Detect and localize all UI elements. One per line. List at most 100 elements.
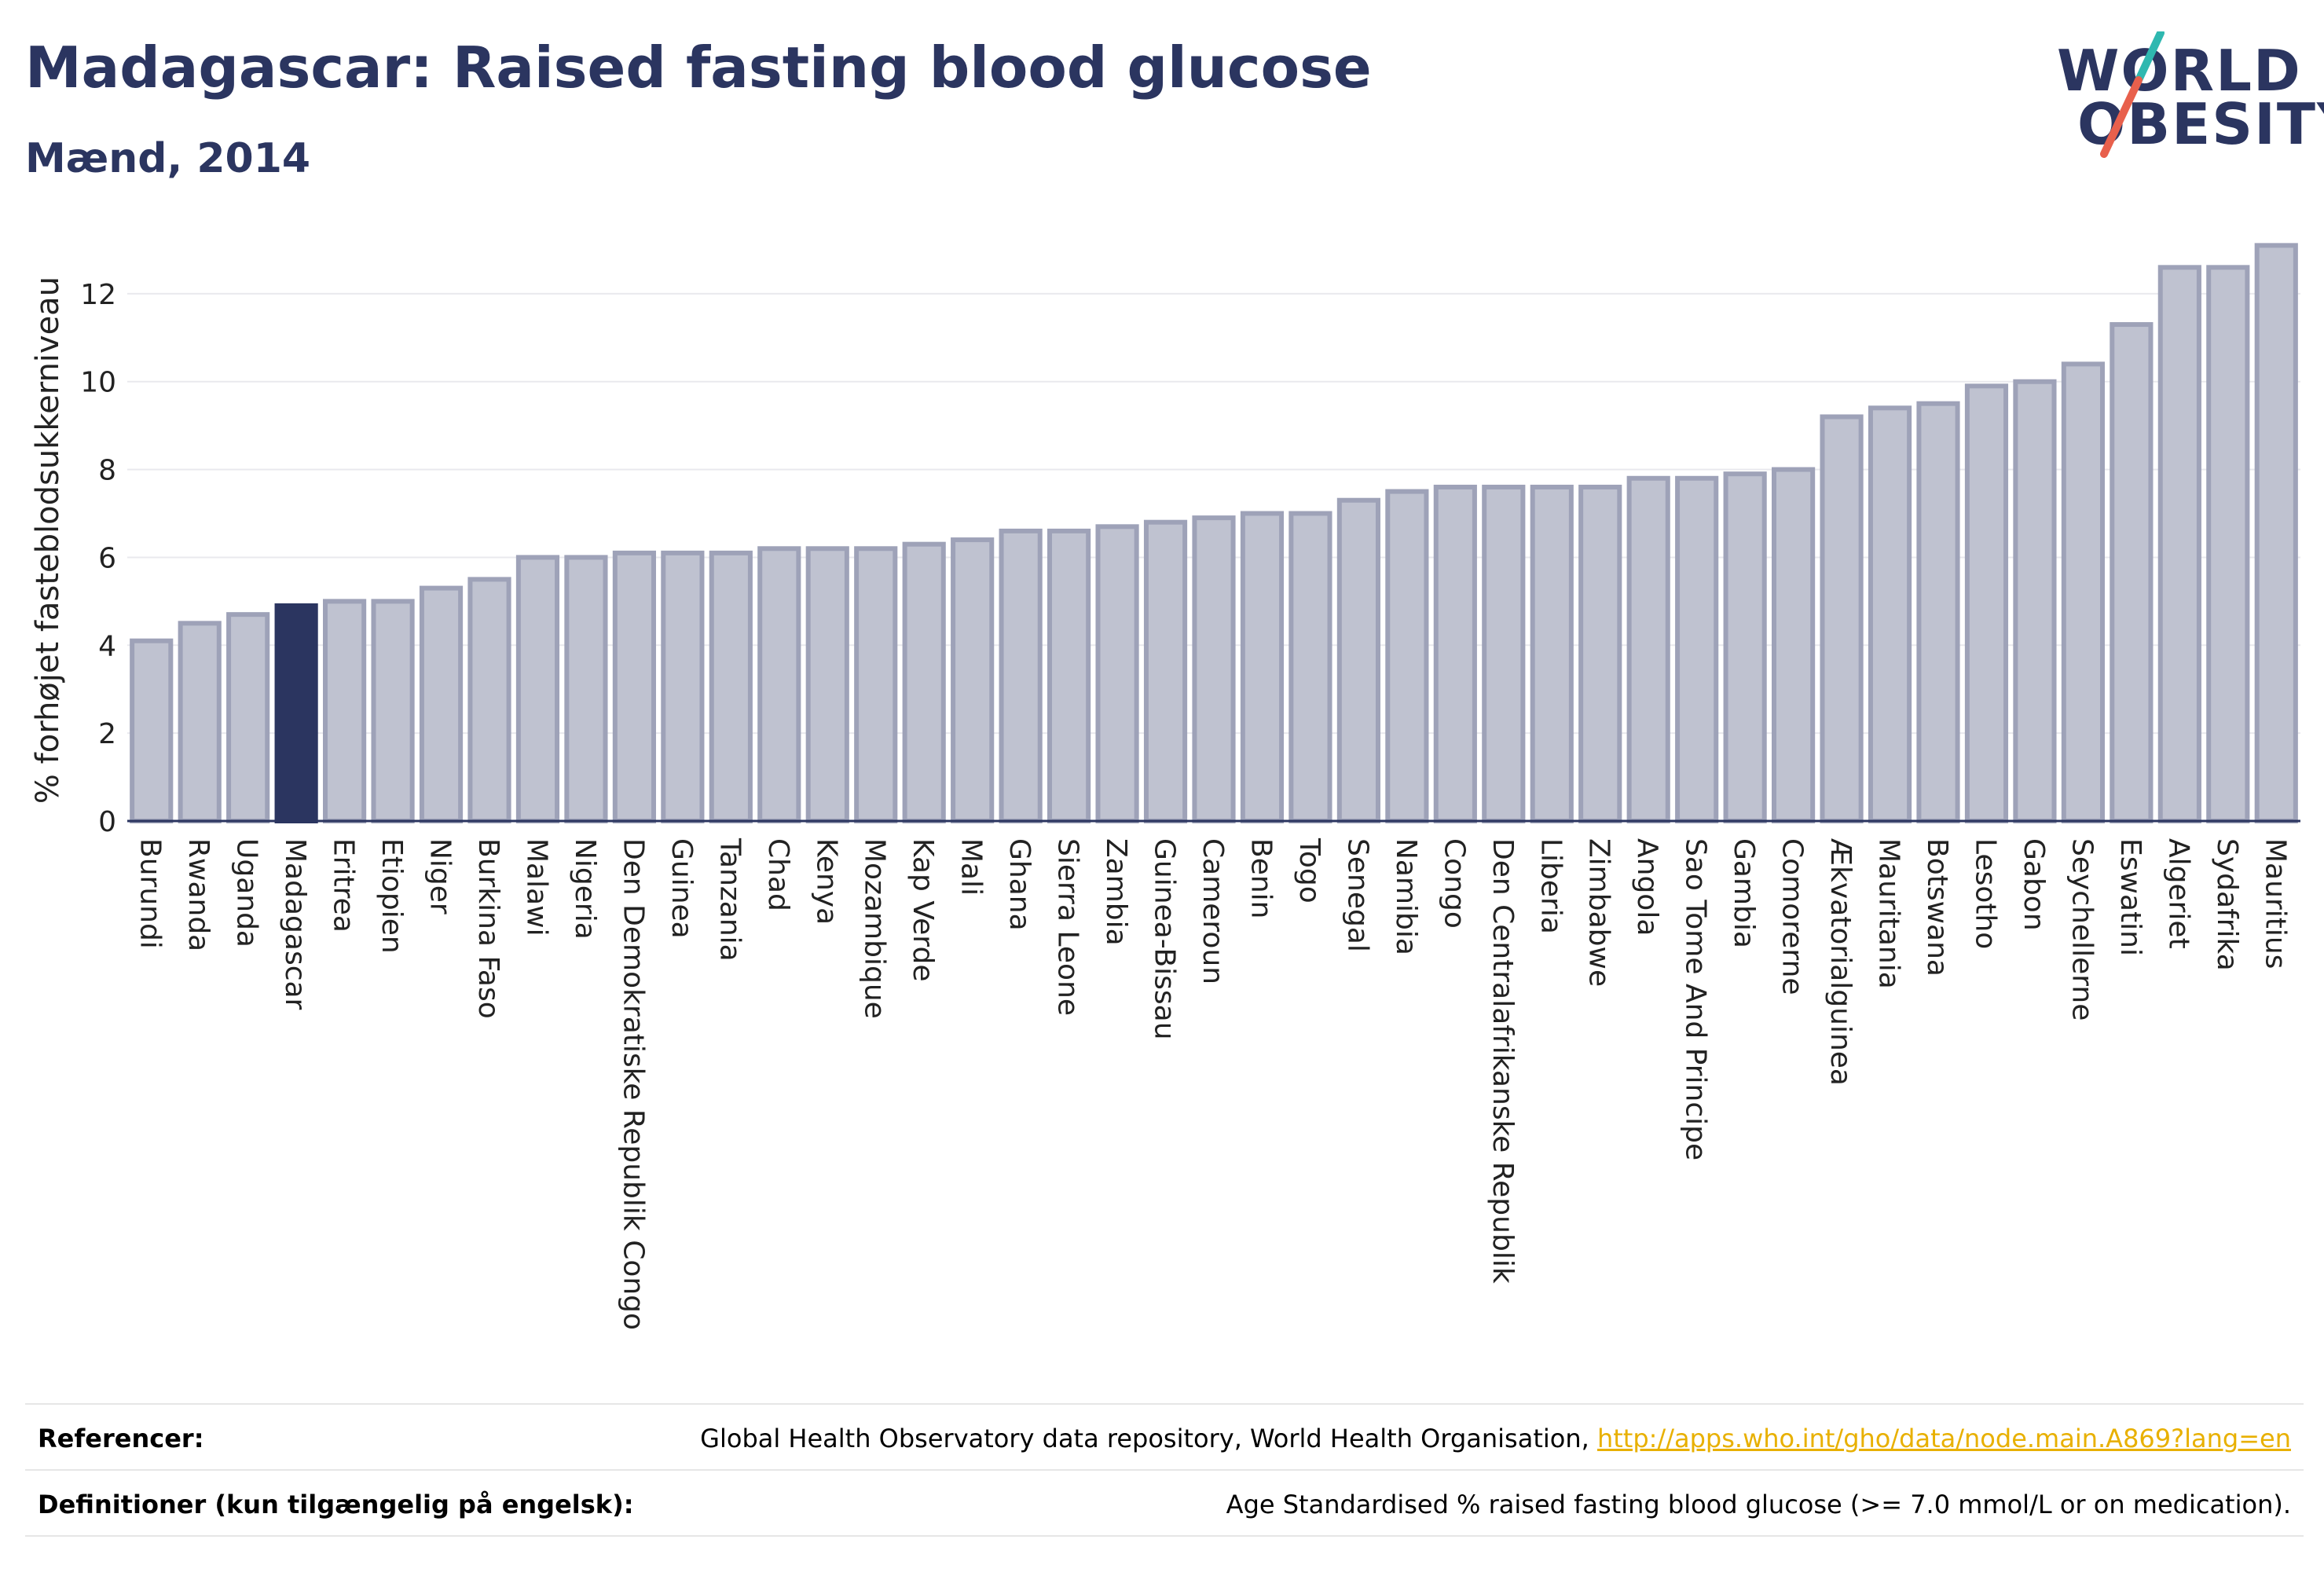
definitions-label: Definitioner (kun tilgængelig på engelsk…	[38, 1490, 634, 1519]
x-tick-label: Angola	[1631, 838, 1663, 936]
bar[interactable]	[951, 537, 995, 823]
bar[interactable]	[1482, 484, 1526, 823]
references-label: Referencer:	[38, 1424, 204, 1453]
references-link[interactable]: http://apps.who.int/gho/data/node.main.A…	[1596, 1424, 2291, 1453]
bar[interactable]	[661, 550, 705, 823]
logo-slash-icon	[2100, 31, 2165, 158]
bar[interactable]	[1723, 471, 1767, 823]
x-tick-label: Senegal	[1341, 838, 1373, 952]
bar-chart: 0 2 4 6 8 10 12 % forhøjet fasteblodsukkernivea…	[30, 243, 2300, 1330]
bar[interactable]	[854, 546, 898, 823]
bar[interactable]	[1675, 475, 1719, 823]
bar[interactable]	[130, 638, 174, 823]
bar[interactable]	[1626, 475, 1670, 823]
y-tick-label: 4	[98, 630, 116, 662]
x-tick-label: Benin	[1244, 838, 1277, 918]
y-tick-label: 6	[98, 542, 116, 574]
x-tick-label: Uganda	[231, 838, 263, 947]
y-tick-label: 2	[98, 718, 116, 750]
bar[interactable]	[1772, 467, 1816, 823]
bar[interactable]	[1192, 515, 1236, 823]
bar[interactable]	[1530, 484, 1574, 823]
x-tick-label: Niger	[424, 838, 456, 914]
x-tick-label: Botswana	[1921, 838, 1953, 977]
y-tick-label: 12	[80, 279, 116, 311]
x-tick-label: Liberia	[1534, 838, 1567, 934]
x-tick-label: Ghana	[1003, 838, 1036, 931]
x-tick-label: Malawi	[520, 838, 552, 936]
x-tick-label: Seychellerne	[2066, 838, 2098, 1021]
x-tick-label: Togo	[1293, 837, 1325, 903]
bar[interactable]	[1578, 484, 1622, 823]
y-tick-label: 8	[98, 455, 116, 487]
bar[interactable]	[1047, 528, 1091, 823]
bar[interactable]	[2254, 243, 2298, 824]
x-tick-label: Namibia	[1390, 838, 1422, 955]
y-tick-label: 0	[98, 806, 116, 838]
bar[interactable]	[1868, 405, 1912, 823]
x-tick-label: Chad	[762, 838, 794, 911]
bar[interactable]	[1143, 519, 1188, 823]
bar[interactable]	[1916, 401, 1960, 824]
bar[interactable]	[1240, 511, 1285, 823]
logo-line-1: WORLD	[2057, 38, 2302, 104]
x-tick-label: Etiopien	[376, 838, 408, 954]
bar[interactable]	[1288, 511, 1332, 823]
x-tick-label: Congo	[1438, 838, 1470, 929]
bar[interactable]	[805, 546, 849, 823]
x-tick-label: Mali	[955, 838, 988, 896]
references-value: Global Health Observatory data repositor…	[700, 1424, 2291, 1453]
bar[interactable]	[1095, 524, 1139, 823]
bar[interactable]	[612, 550, 656, 823]
x-tick-label: Lesotho	[1969, 838, 2001, 949]
bar[interactable]	[1433, 484, 1477, 823]
bar-highlight[interactable]	[274, 603, 318, 823]
bar[interactable]	[1964, 383, 2009, 824]
definitions-row: Definitioner (kun tilgængelig på engelsk…	[25, 1490, 2304, 1524]
x-tick-label: Guinea	[665, 838, 698, 939]
bar[interactable]	[467, 577, 511, 823]
bar[interactable]	[1820, 414, 1864, 823]
x-tick-label: Comorerne	[1776, 838, 1809, 995]
bar[interactable]	[323, 599, 367, 823]
x-tick-label: Zimbabwe	[1583, 838, 1615, 987]
chart-title: Madagascar: Raised fasting blood glucose	[25, 35, 1372, 101]
bar[interactable]	[999, 528, 1043, 823]
bar[interactable]	[757, 546, 801, 823]
bar[interactable]	[709, 550, 753, 823]
x-tick-label: Sao Tome And Principe	[1680, 838, 1712, 1160]
x-tick-label: Mauritius	[2259, 838, 2291, 969]
references-text: Global Health Observatory data repositor…	[700, 1424, 1597, 1453]
bar[interactable]	[2061, 361, 2105, 824]
x-tick-label: Den Centralafrikanske Republik	[1486, 838, 1519, 1284]
bar[interactable]	[419, 585, 464, 823]
x-tick-label: Zambia	[1100, 838, 1132, 946]
x-tick-label: Eritrea	[328, 838, 360, 933]
x-tick-label: Gabon	[2018, 838, 2050, 931]
bar[interactable]	[178, 621, 222, 823]
bar[interactable]	[226, 612, 270, 823]
bar[interactable]	[2157, 265, 2201, 824]
x-tick-label: Madagascar	[279, 838, 311, 1010]
bar[interactable]	[371, 599, 415, 823]
x-tick-label: Sierra Leone	[1052, 838, 1084, 1016]
y-axis-label: % forhøjet fasteblodsukkerniveau	[30, 277, 66, 804]
x-tick-label: Eswatini	[2114, 838, 2146, 956]
bar[interactable]	[515, 555, 560, 823]
bar[interactable]	[564, 555, 608, 823]
x-tick-label: Mozambique	[859, 838, 891, 1019]
bar[interactable]	[2110, 322, 2154, 823]
bar[interactable]	[1385, 489, 1429, 823]
x-tick-label: Den Demokratiske Republik Congo	[617, 838, 649, 1330]
world-obesity-logo: WORLD OBESITY	[2051, 31, 2324, 170]
bar[interactable]	[1336, 497, 1380, 823]
x-tick-label: Burundi	[134, 838, 167, 949]
chart-subtitle: Mænd, 2014	[25, 135, 311, 182]
x-tick-label: Rwanda	[182, 838, 214, 951]
x-tick-label: Nigeria	[569, 838, 601, 940]
bar[interactable]	[902, 541, 946, 823]
bar[interactable]	[2013, 379, 2057, 824]
x-tick-label: Cameroun	[1197, 838, 1229, 984]
bar[interactable]	[2206, 265, 2250, 824]
x-tick-label: Sydafrika	[2211, 838, 2243, 971]
